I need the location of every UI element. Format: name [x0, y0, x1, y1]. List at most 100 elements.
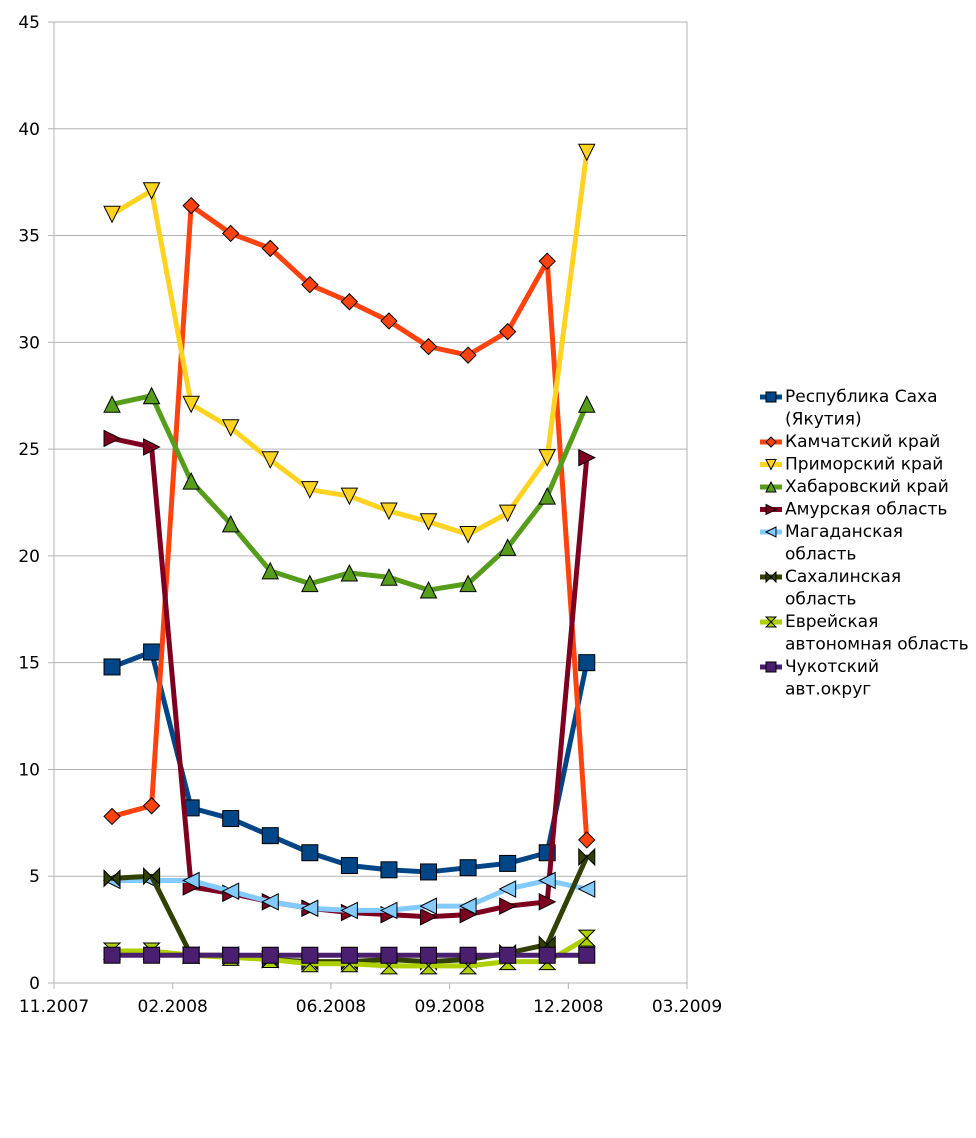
data-point [419, 337, 438, 356]
data-point [380, 568, 398, 586]
data-point [459, 859, 477, 877]
data-point [458, 897, 477, 915]
legend-swatch-marker [764, 616, 778, 628]
legend-item-1: Республика Саха (Якутия) [760, 387, 938, 430]
legend-item-3: Приморский край [760, 455, 943, 475]
data-point [222, 224, 240, 243]
y-tick-label: 40 [18, 120, 40, 140]
data-point [499, 946, 517, 964]
x-tick-label: 09.2008 [414, 997, 484, 1017]
data-point [261, 451, 280, 469]
data-point [578, 654, 596, 672]
data-point [577, 929, 596, 947]
x-tick-label: 06.2008 [296, 997, 366, 1017]
y-tick-label: 15 [18, 654, 40, 674]
data-point [380, 946, 398, 964]
data-point [103, 205, 121, 224]
data-point [340, 293, 359, 311]
legend-label: Хабаровский край [785, 477, 949, 497]
legend: Республика Саха (Якутия)Камчатский край Пр… [760, 387, 969, 700]
data-point [221, 882, 240, 900]
series-4 [103, 386, 596, 599]
data-point [143, 643, 161, 661]
y-tick-label: 10 [18, 760, 40, 780]
legend-label: Республика Саха (Якутия) [785, 387, 938, 430]
x-tick-label: 12.2008 [533, 997, 603, 1017]
data-point [419, 513, 438, 531]
data-point [182, 395, 200, 414]
legend-swatch-marker [765, 436, 777, 448]
data-point [578, 448, 596, 467]
data-point [379, 901, 398, 920]
data-point [420, 946, 438, 964]
data-point [103, 807, 121, 826]
data-point [103, 869, 121, 888]
data-point [499, 854, 517, 872]
data-point [538, 449, 557, 467]
data-point [538, 252, 556, 270]
legend-item-8: Еврейская автономная область [760, 612, 969, 655]
legend-label: Еврейская автономная область [785, 612, 969, 655]
series-2 [103, 196, 596, 849]
data-point [301, 844, 319, 862]
data-point [142, 182, 161, 200]
legend-swatch-marker [765, 661, 777, 673]
data-point [578, 847, 596, 867]
data-point [261, 561, 280, 580]
y-tick-label: 5 [29, 867, 40, 887]
legend-item-2: Камчатский край [760, 432, 940, 452]
data-point [459, 946, 477, 964]
data-point [103, 658, 121, 676]
data-point [222, 810, 240, 828]
y-tick-label: 25 [18, 440, 40, 460]
data-point [578, 946, 596, 964]
legend-swatch-marker [765, 570, 777, 584]
y-tick-label: 35 [18, 227, 40, 247]
data-point [103, 429, 122, 448]
data-point [459, 346, 477, 364]
data-point [577, 395, 596, 413]
legend-item-6: Магаданская область [760, 522, 903, 565]
data-point [182, 871, 200, 890]
data-point [142, 797, 161, 815]
data-point [419, 580, 438, 599]
data-point [182, 196, 200, 215]
data-point [103, 395, 121, 413]
legend-swatch-marker [764, 526, 777, 538]
data-point [261, 893, 279, 911]
data-point [498, 322, 517, 341]
legend-label: Чукотский авт.округ [785, 657, 879, 700]
data-point [538, 946, 556, 964]
data-point [380, 861, 398, 879]
legend-swatch-marker [765, 480, 777, 493]
data-point [340, 857, 358, 875]
y-tick-label: 45 [18, 13, 40, 33]
legend-item-7: Сахалинская область [760, 567, 901, 610]
x-tick-label: 02.2008 [138, 997, 208, 1017]
data-point [340, 946, 358, 964]
legend-label: Сахалинская область [785, 567, 901, 610]
series-line [109, 435, 590, 920]
data-point [459, 526, 477, 544]
x-tick-label: 03.2009 [652, 997, 722, 1017]
data-point [103, 946, 121, 964]
legend-swatch-marker [765, 391, 777, 403]
axes [48, 21, 688, 989]
data-point [577, 880, 596, 898]
legend-label: Магаданская область [785, 522, 903, 565]
series-9 [103, 946, 596, 964]
data-point [221, 514, 240, 533]
legend-label: Приморский край [785, 455, 943, 475]
data-point [301, 574, 319, 593]
x-axis-ticks: 11.2007 02.2008 06.2008 09.2008 12.2008 03.20… [19, 997, 722, 1017]
data-point [538, 486, 557, 505]
data-point [340, 563, 359, 582]
data-point [459, 574, 477, 593]
data-point [143, 438, 161, 456]
y-tick-label: 0 [29, 974, 40, 994]
data-point [578, 831, 596, 849]
data-point [420, 863, 438, 881]
data-point [182, 472, 200, 490]
data-point [142, 386, 161, 405]
